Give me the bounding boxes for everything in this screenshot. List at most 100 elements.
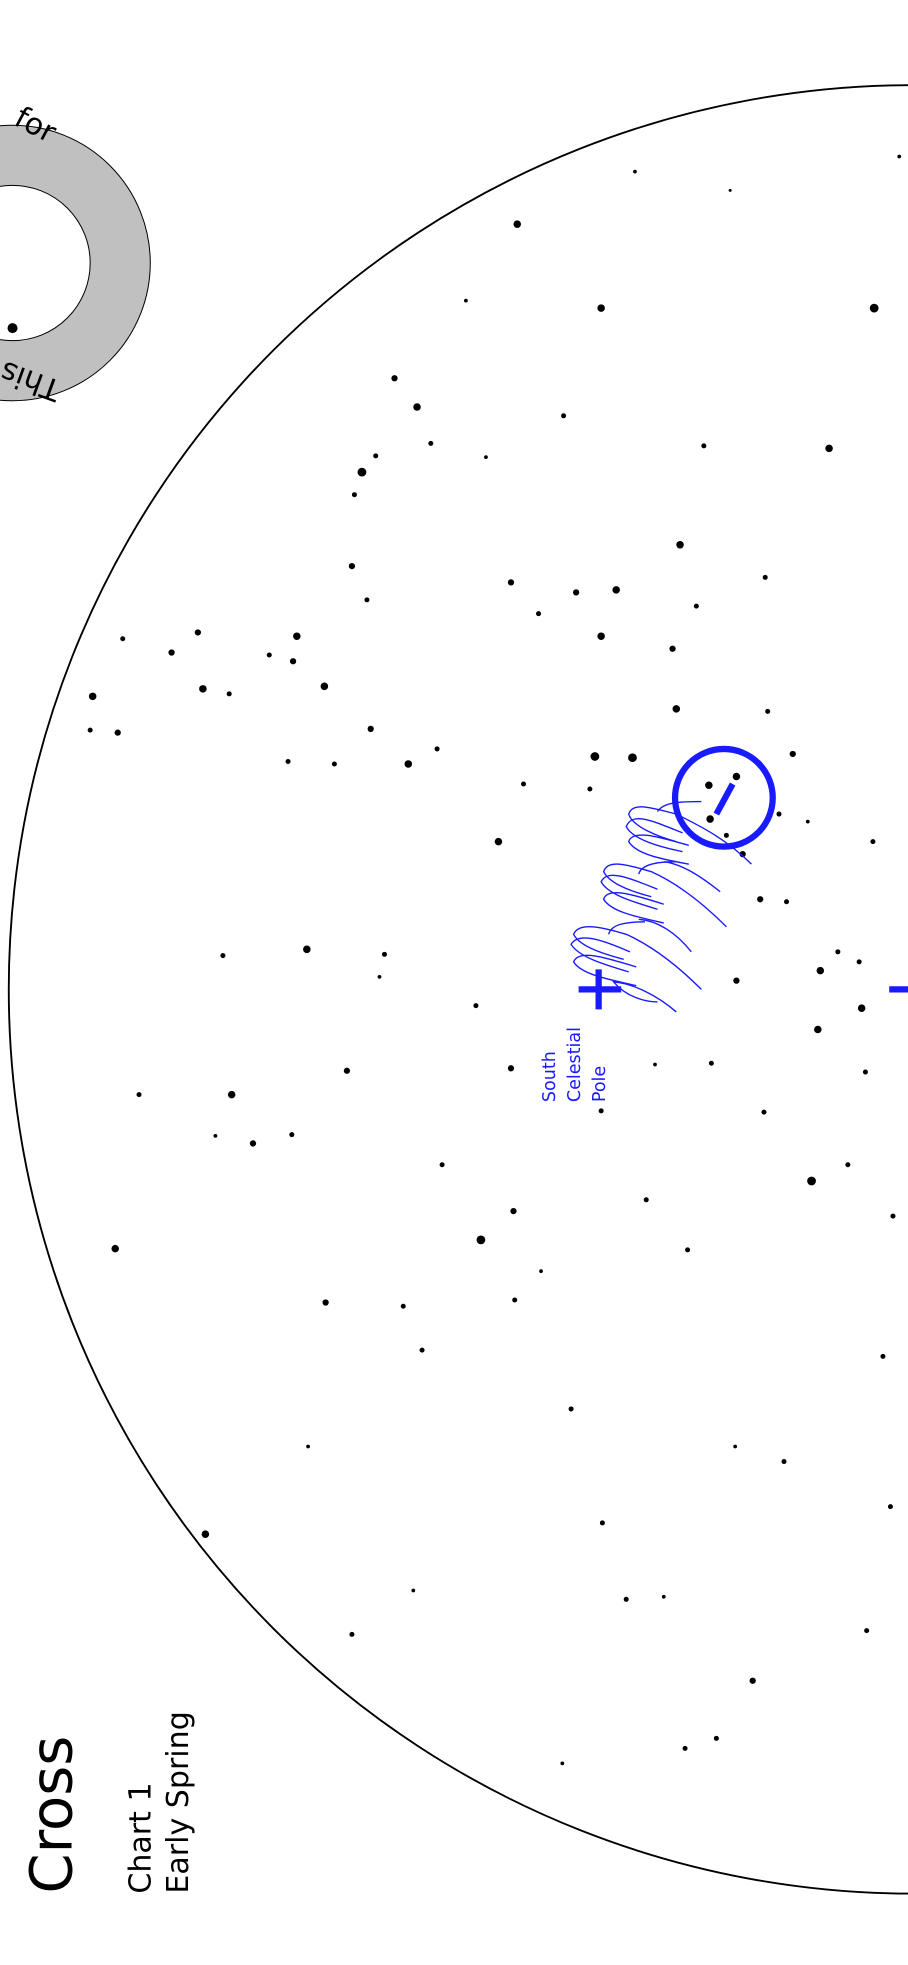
star (373, 453, 379, 459)
star (320, 682, 329, 691)
star (87, 727, 93, 733)
star (351, 492, 357, 498)
star (897, 154, 902, 159)
star (776, 811, 782, 817)
star (749, 1677, 756, 1684)
hand-outline (570, 921, 702, 1013)
star (464, 298, 468, 303)
star (856, 959, 862, 965)
chart-layer: for This (0, 84, 908, 1895)
star (784, 899, 790, 905)
star (303, 945, 311, 954)
star (484, 455, 488, 460)
hand-spans (570, 800, 752, 1013)
star (289, 1132, 295, 1138)
star (864, 1628, 870, 1634)
star (857, 1004, 866, 1012)
star (507, 1065, 515, 1072)
star (728, 188, 732, 192)
star (539, 1269, 543, 1274)
star (220, 953, 226, 959)
star (213, 1134, 218, 1138)
star (306, 1444, 310, 1449)
star (473, 1003, 479, 1009)
pole-label-line: South (540, 1051, 560, 1102)
hand-outline (600, 860, 727, 953)
star (862, 1069, 868, 1075)
star (510, 1207, 517, 1215)
star (560, 1761, 565, 1766)
star (561, 413, 567, 419)
chart-title: Cross (18, 1736, 85, 1894)
star (439, 1162, 445, 1168)
chart-number: Chart 1 (123, 1782, 158, 1893)
star (732, 772, 741, 781)
star (404, 760, 413, 768)
star (434, 746, 440, 752)
star (120, 636, 126, 642)
star (733, 977, 740, 984)
star (391, 375, 398, 382)
star (114, 729, 121, 736)
star (322, 1299, 329, 1306)
pole-label-line: Pole (590, 1066, 610, 1102)
star (343, 1067, 351, 1074)
star (266, 652, 272, 658)
pointer-circle (671, 745, 776, 850)
star (513, 220, 521, 228)
star (623, 1596, 629, 1602)
chart-season: Early Spring (161, 1711, 196, 1893)
star (685, 1247, 691, 1253)
star (845, 1162, 851, 1168)
star (708, 1060, 714, 1066)
star (507, 579, 515, 586)
star (199, 685, 207, 693)
star (825, 444, 833, 453)
star (494, 837, 503, 846)
star (590, 752, 600, 761)
star (814, 1025, 822, 1034)
star (419, 1347, 425, 1353)
star (733, 1444, 738, 1449)
star (676, 541, 684, 549)
star (367, 725, 374, 733)
star (289, 658, 297, 665)
star (293, 632, 301, 640)
star (835, 949, 841, 955)
dial-inner-edge (0, 184, 91, 342)
star (628, 753, 637, 763)
star (713, 1735, 719, 1741)
dial-outer-edge (0, 124, 151, 402)
hand-outline (625, 800, 752, 893)
star (739, 851, 746, 858)
pole-label: South Celestial Pole (540, 1027, 610, 1102)
star (364, 597, 370, 603)
star (781, 1459, 787, 1465)
star (168, 649, 175, 656)
star (789, 750, 796, 758)
star (598, 1108, 604, 1114)
star (633, 169, 637, 174)
star (653, 1062, 657, 1067)
star (413, 403, 421, 411)
star (761, 1109, 767, 1115)
star (643, 1197, 649, 1203)
star (512, 1297, 518, 1303)
star (536, 611, 542, 617)
star (381, 951, 387, 957)
star (201, 1530, 210, 1538)
star (377, 974, 382, 979)
star (669, 645, 676, 652)
star (880, 1353, 886, 1359)
dial-ring (0, 125, 151, 401)
star (706, 815, 714, 823)
pointer-line (713, 782, 736, 816)
star (400, 1303, 406, 1309)
star (705, 781, 713, 790)
star (7, 323, 18, 334)
star (587, 786, 593, 792)
star (672, 705, 681, 713)
star (870, 839, 876, 845)
star (357, 467, 367, 477)
star (816, 966, 825, 975)
